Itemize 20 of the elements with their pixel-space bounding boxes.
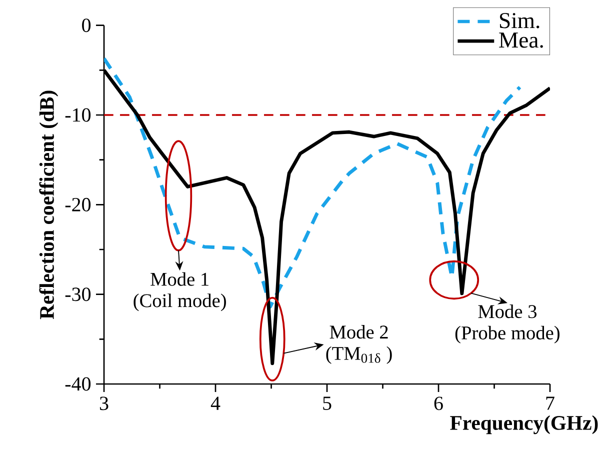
y-tick-label: -30 <box>65 288 91 302</box>
x-axis-title: Frequency(GHz) <box>450 415 598 434</box>
annotation: Mode 1 <box>150 272 208 286</box>
y-axis-title: Reflection coefficient (dB) <box>39 90 58 320</box>
y-tick-label: -10 <box>65 108 91 122</box>
annotation: Mode 2 <box>330 325 388 339</box>
annotation: Mode 3 <box>478 304 536 318</box>
annotation: (Probe mode) <box>455 326 560 344</box>
x-tick-label: 7 <box>546 396 554 410</box>
legend-label: Mea. <box>499 32 543 48</box>
annotation: (Coil mode) <box>134 294 226 312</box>
y-tick-label: -40 <box>65 377 91 391</box>
x-tick-label: 6 <box>434 396 443 410</box>
annotation: (TM$_{01δ}$ ) <box>326 346 392 364</box>
x-tick-label: 4 <box>210 396 220 410</box>
legend-label: Sim. <box>500 12 540 28</box>
y-tick-label: 0 <box>82 18 91 32</box>
x-tick-label: 5 <box>323 396 332 410</box>
y-tick-label: -20 <box>65 198 91 212</box>
x-tick-label: 3 <box>100 396 108 410</box>
